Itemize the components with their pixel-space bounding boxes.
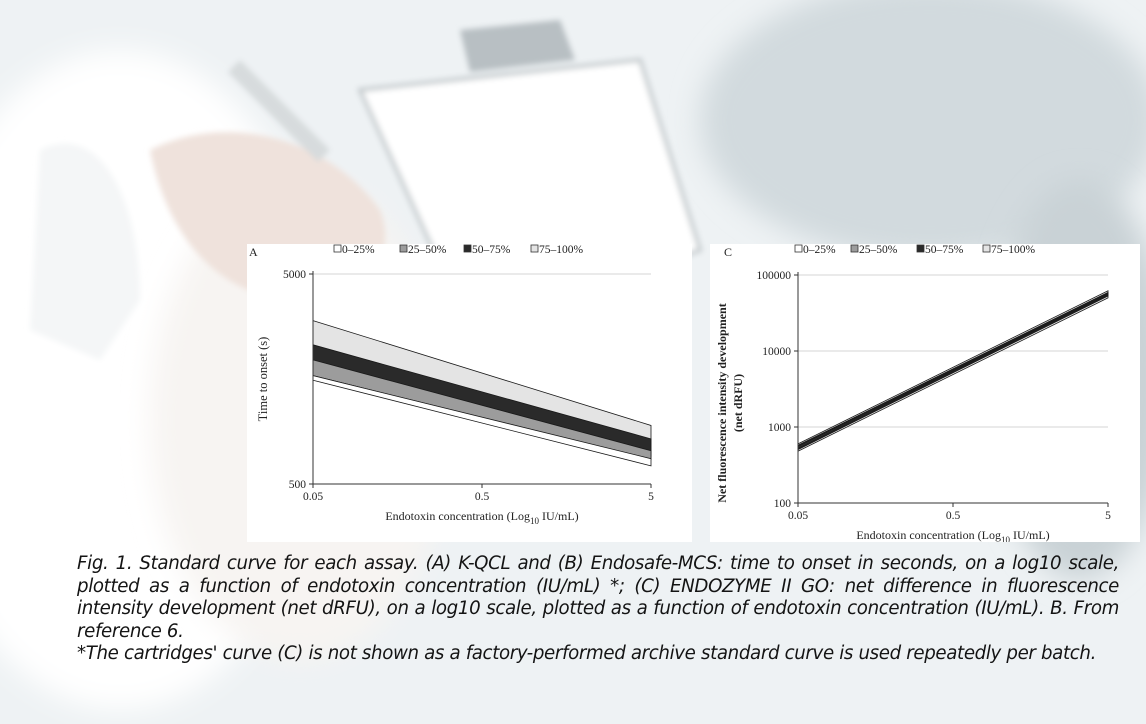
x-tick-label: 0.5 (475, 491, 490, 503)
panel-label: C (724, 245, 732, 259)
x-tick-label: 0.05 (303, 491, 323, 503)
x-axis-label: Endotoxin concentration (Log10 IU/mL) (856, 528, 1049, 542)
legend-label: 75–100% (539, 244, 584, 256)
y-tick-label: 1000 (768, 422, 791, 434)
band-0-25pct (797, 293, 1109, 449)
y-tick-label: 100000 (757, 270, 792, 282)
legend-swatch (794, 244, 803, 253)
figure-caption: Fig. 1. Standard curve for each assay. (… (77, 553, 1119, 666)
chart-panel-c: C 0–25% 25–50% 50–75% 75–100% 100 1000 10000 100… (710, 244, 1140, 542)
legend-label: 0–25% (803, 244, 836, 256)
y-axis-label-line1: Net fluorescence intensity development (715, 303, 729, 502)
legend-swatch (399, 244, 408, 253)
caption-footnote: *The cartridges' curve (C) is not shown … (77, 643, 1097, 664)
legend-swatch (982, 244, 991, 253)
chart-c-svg: C 0–25% 25–50% 50–75% 75–100% 100 1000 10000 100… (715, 244, 1111, 542)
y-axis-label: Time to onset (s) (256, 337, 270, 422)
legend-label: 25–50% (408, 244, 447, 256)
y-axis-label-line2: (net dRFU) (731, 374, 745, 432)
y-tick-label: 500 (289, 479, 307, 491)
x-tick-label: 5 (648, 491, 654, 503)
legend-label: 50–75% (925, 244, 964, 256)
legend-swatch (916, 244, 925, 253)
legend-swatch (333, 244, 342, 253)
chart-a-svg: A 0–25% 25–50% 50–75% 75–100% 500 5000 0.05 0.5 5… (249, 244, 654, 526)
legend-swatch (850, 244, 859, 253)
x-tick-label: 0.05 (788, 510, 808, 522)
panel-label: A (249, 245, 258, 259)
x-axis-label: Endotoxin concentration (Log10 IU/mL) (385, 509, 578, 526)
legend-swatch (530, 244, 539, 253)
chart-panel-a: A 0–25% 25–50% 50–75% 75–100% 500 5000 0.05 0.5 5… (247, 244, 692, 542)
x-tick-label: 0.5 (946, 510, 961, 522)
legend-label: 75–100% (991, 244, 1036, 256)
y-tick-label: 5000 (283, 269, 306, 281)
legend-label: 50–75% (472, 244, 511, 256)
y-tick-label: 10000 (762, 346, 791, 358)
y-tick-label: 100 (774, 498, 792, 510)
legend-swatch (463, 244, 472, 253)
x-tick-label: 5 (1105, 510, 1111, 522)
legend-label: 25–50% (859, 244, 898, 256)
legend-label: 0–25% (342, 244, 375, 256)
caption-main: Fig. 1. Standard curve for each assay. (… (77, 553, 1119, 642)
